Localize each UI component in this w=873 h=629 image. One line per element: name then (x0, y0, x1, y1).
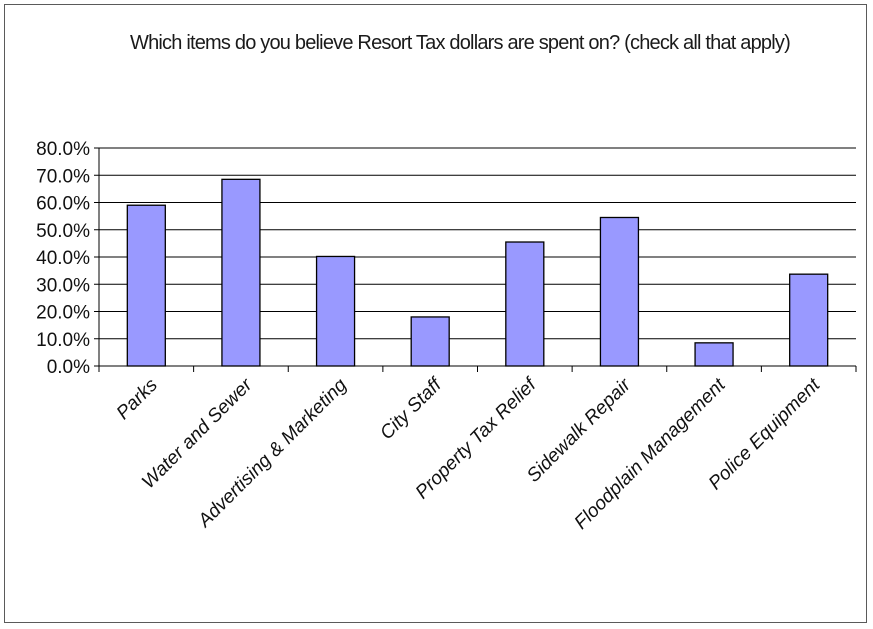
y-tick-label: 20.0% (36, 303, 90, 324)
y-tick-label: 0.0% (47, 357, 90, 378)
x-tick-label: City Staff (376, 373, 447, 444)
y-tick-label: 80.0% (36, 139, 90, 160)
y-tick-label: 70.0% (36, 166, 90, 187)
y-axis-ticks: 0.0% 10.0% 20.0% 30.0% 40.0% 50.0% 60.0% 70.0% 8… (36, 139, 99, 378)
chart-title: Which items do you believe Resort Tax do… (130, 32, 791, 54)
x-tick-label: Parks (113, 374, 163, 424)
bar (126, 204, 166, 367)
y-tick-label: 40.0% (36, 248, 90, 269)
axes (98, 148, 857, 372)
y-tick-label: 30.0% (36, 275, 90, 296)
bar (221, 178, 261, 367)
bar (789, 273, 829, 367)
bar (694, 342, 734, 367)
x-tick-label: Floodplain Management (571, 374, 731, 534)
bar (505, 241, 545, 367)
y-tick-label: 60.0% (36, 194, 90, 215)
y-tick-label: 10.0% (36, 330, 90, 351)
bar (410, 316, 450, 367)
bar (599, 216, 640, 367)
gridlines (99, 147, 856, 340)
y-tick-label: 50.0% (36, 221, 90, 242)
bars (126, 178, 829, 367)
bar (315, 255, 356, 367)
